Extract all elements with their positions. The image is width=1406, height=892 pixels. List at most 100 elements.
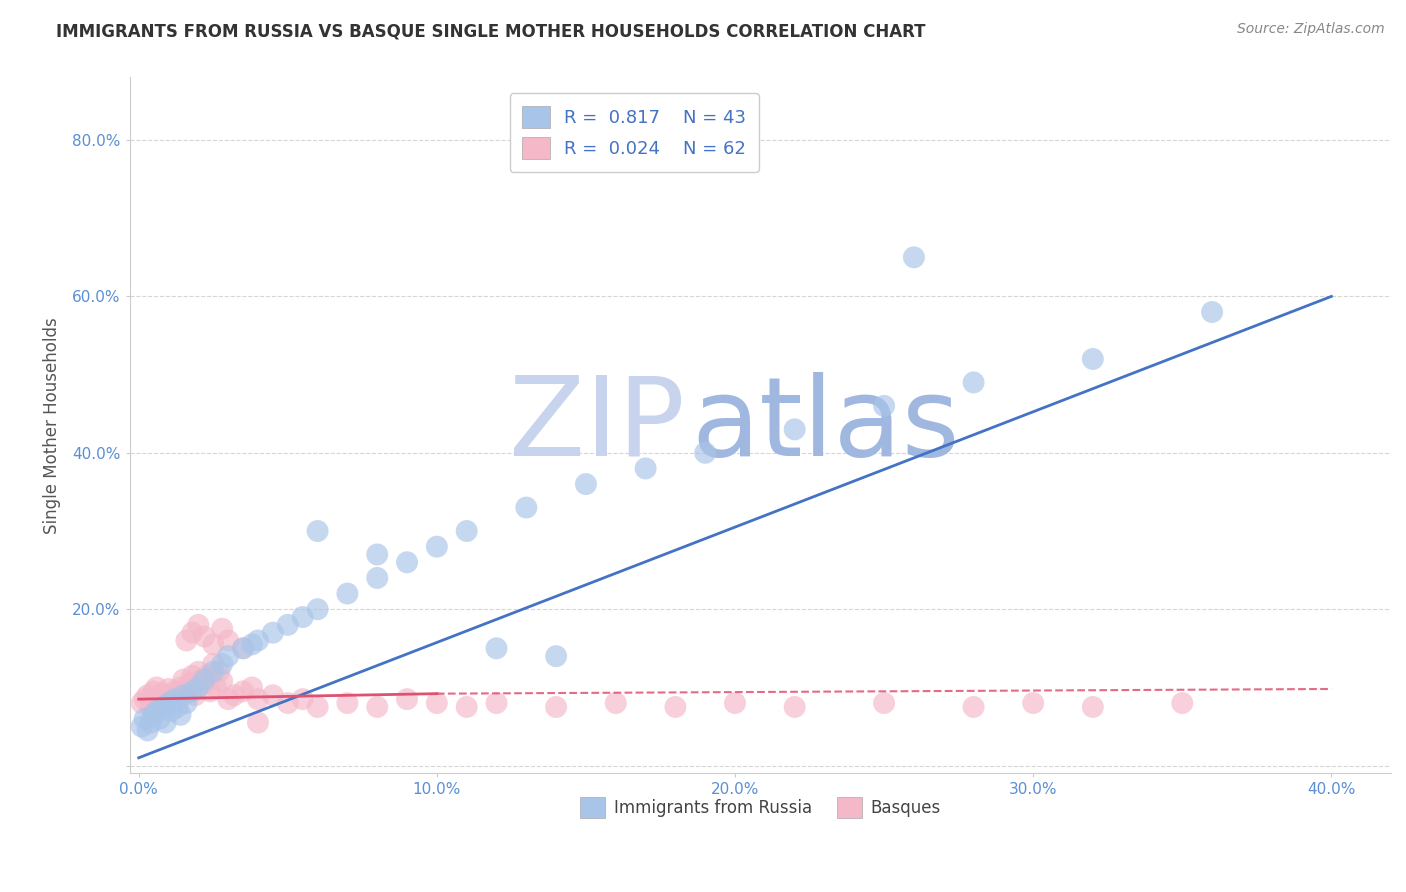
Point xyxy=(262,688,284,702)
Point xyxy=(145,704,167,718)
Point xyxy=(142,684,165,698)
Point xyxy=(217,692,239,706)
Point xyxy=(131,719,153,733)
Point xyxy=(163,684,186,698)
Point xyxy=(366,571,388,585)
Point xyxy=(240,637,263,651)
Point xyxy=(575,477,598,491)
Point xyxy=(187,665,209,679)
Point xyxy=(217,633,239,648)
Point xyxy=(515,500,537,515)
Point xyxy=(205,681,228,695)
Point xyxy=(307,602,329,616)
Point xyxy=(396,692,419,706)
Point xyxy=(366,548,388,562)
Point xyxy=(145,681,167,695)
Point xyxy=(873,399,896,413)
Point xyxy=(546,700,568,714)
Point xyxy=(155,715,177,730)
Point xyxy=(202,665,225,679)
Point xyxy=(783,422,806,436)
Point xyxy=(152,687,174,701)
Point xyxy=(232,641,254,656)
Point xyxy=(873,696,896,710)
Point xyxy=(181,625,204,640)
Point xyxy=(903,250,925,264)
Point xyxy=(172,688,194,702)
Point xyxy=(160,704,183,718)
Point xyxy=(184,688,207,702)
Point xyxy=(485,641,508,656)
Point xyxy=(232,684,254,698)
Point xyxy=(136,688,159,702)
Point xyxy=(134,692,156,706)
Point xyxy=(160,688,183,702)
Point xyxy=(157,696,180,710)
Point xyxy=(396,555,419,569)
Point xyxy=(163,692,186,706)
Point xyxy=(134,712,156,726)
Point xyxy=(277,696,299,710)
Point xyxy=(148,712,170,726)
Point xyxy=(1171,696,1194,710)
Point xyxy=(139,715,162,730)
Point xyxy=(783,700,806,714)
Text: Source: ZipAtlas.com: Source: ZipAtlas.com xyxy=(1237,22,1385,37)
Point xyxy=(176,684,198,698)
Point xyxy=(695,446,717,460)
Point xyxy=(202,657,225,671)
Point xyxy=(208,665,231,679)
Y-axis label: Single Mother Households: Single Mother Households xyxy=(44,317,60,533)
Point xyxy=(664,700,686,714)
Point xyxy=(179,676,201,690)
Point xyxy=(485,696,508,710)
Point xyxy=(211,622,233,636)
Point xyxy=(456,524,478,538)
Point xyxy=(426,696,449,710)
Point xyxy=(169,681,191,695)
Point xyxy=(169,707,191,722)
Point xyxy=(193,630,215,644)
Point xyxy=(366,700,388,714)
Point xyxy=(291,692,314,706)
Point xyxy=(246,715,269,730)
Point xyxy=(172,673,194,687)
Text: ZIP: ZIP xyxy=(509,372,685,479)
Point xyxy=(291,610,314,624)
Point xyxy=(277,618,299,632)
Point xyxy=(336,696,359,710)
Point xyxy=(187,618,209,632)
Point xyxy=(176,633,198,648)
Point xyxy=(155,692,177,706)
Point xyxy=(307,524,329,538)
Point xyxy=(546,649,568,664)
Point xyxy=(142,707,165,722)
Point xyxy=(166,700,188,714)
Point xyxy=(193,673,215,687)
Point xyxy=(1201,305,1223,319)
Point xyxy=(456,700,478,714)
Point xyxy=(240,681,263,695)
Point xyxy=(336,586,359,600)
Point xyxy=(195,668,218,682)
Point xyxy=(724,696,747,710)
Text: IMMIGRANTS FROM RUSSIA VS BASQUE SINGLE MOTHER HOUSEHOLDS CORRELATION CHART: IMMIGRANTS FROM RUSSIA VS BASQUE SINGLE … xyxy=(56,22,925,40)
Point xyxy=(152,700,174,714)
Point xyxy=(200,684,222,698)
Point xyxy=(217,649,239,664)
Point xyxy=(139,700,162,714)
Point xyxy=(426,540,449,554)
Point xyxy=(202,637,225,651)
Point xyxy=(166,690,188,704)
Point xyxy=(232,641,254,656)
Point xyxy=(157,681,180,696)
Point xyxy=(131,696,153,710)
Point xyxy=(962,376,984,390)
Point xyxy=(307,700,329,714)
Legend: Immigrants from Russia, Basques: Immigrants from Russia, Basques xyxy=(574,790,948,824)
Point xyxy=(211,657,233,671)
Point xyxy=(193,676,215,690)
Point xyxy=(148,690,170,704)
Point xyxy=(187,681,209,695)
Point xyxy=(1081,351,1104,366)
